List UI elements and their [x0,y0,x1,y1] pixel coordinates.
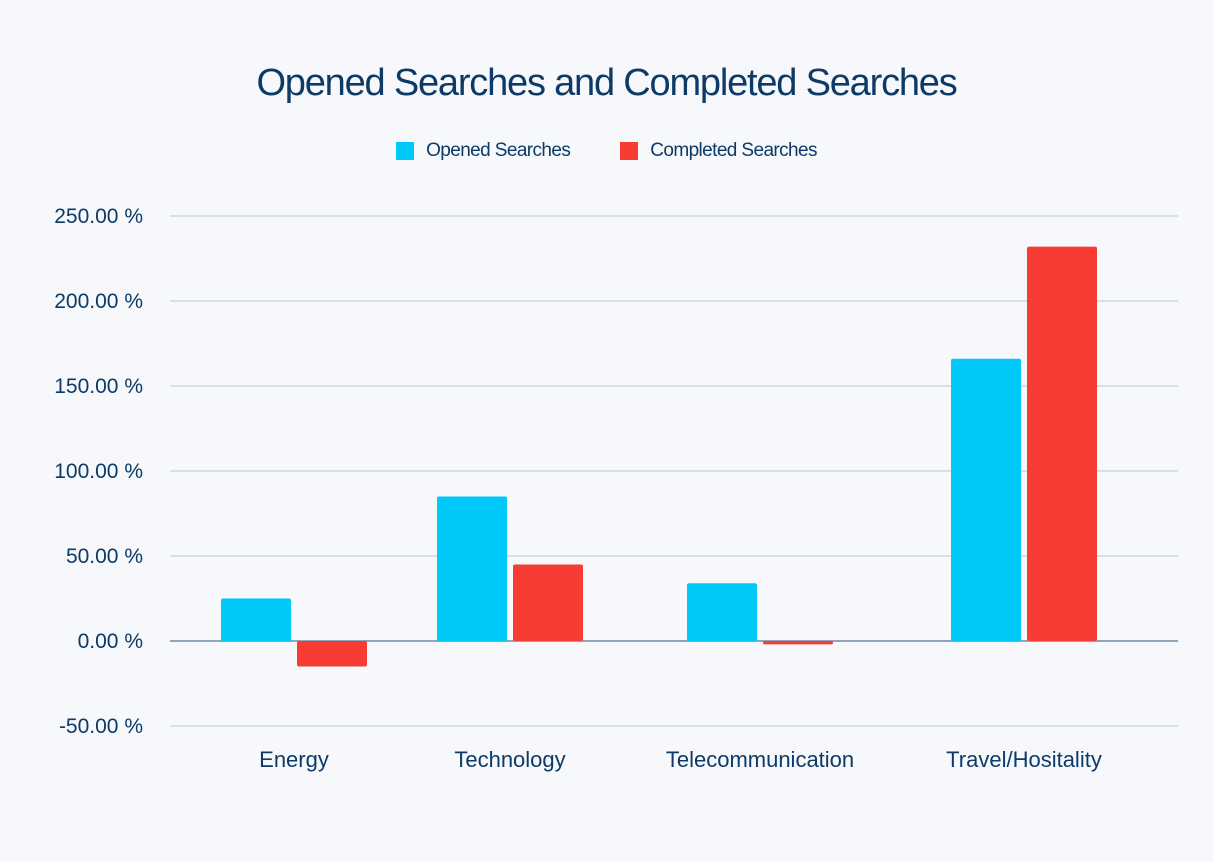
y-tick-label: -50.00 % [59,715,143,738]
chart-title: Opened Searches and Completed Searches [256,62,957,104]
y-tick-label: 250.00 % [54,205,143,228]
x-tick-label: Telecommunication [666,747,854,772]
legend-label-opened: Opened Searches [426,140,571,161]
legend-swatch-opened [396,142,415,160]
legend-item-completed: Completed Searches [620,140,818,162]
x-tick-label: Energy [259,747,329,772]
legend: Opened Searches Completed Searches [0,140,1213,162]
y-tick-label: 50.00 % [66,545,143,568]
bar [763,641,833,645]
x-tick-label: Technology [454,747,565,772]
legend-item-opened: Opened Searches [396,140,571,162]
bar [687,583,757,641]
bar [221,598,291,641]
legend-label-completed: Completed Searches [650,140,817,161]
bar [951,358,1021,641]
bar [297,641,367,667]
bar [437,496,507,641]
y-tick-label: 150.00 % [54,375,143,398]
y-tick-label: 0.00 % [78,630,143,653]
legend-swatch-completed [620,142,639,160]
bar [513,564,583,641]
x-tick-label: Travel/Hositality [946,747,1102,772]
bar [1027,246,1097,641]
y-tick-label: 100.00 % [54,460,143,483]
y-tick-label: 200.00 % [54,290,143,313]
